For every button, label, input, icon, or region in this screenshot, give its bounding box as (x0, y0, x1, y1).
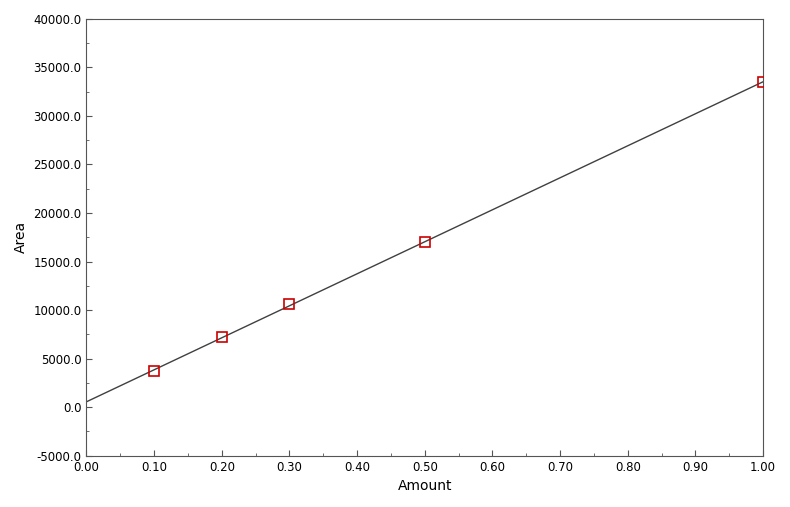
X-axis label: Amount: Amount (397, 479, 452, 493)
Y-axis label: Area: Area (14, 221, 28, 254)
